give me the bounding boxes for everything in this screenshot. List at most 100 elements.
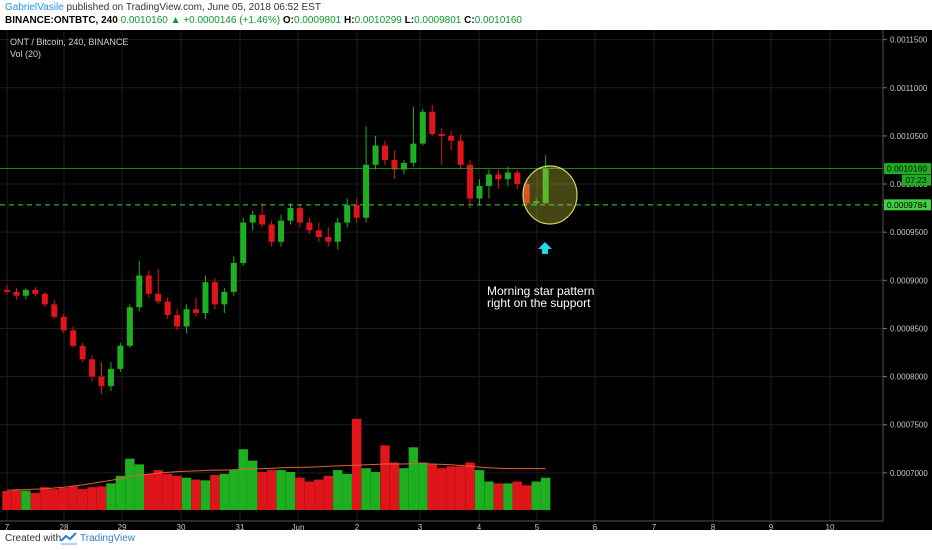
candle-body: [504, 172, 511, 180]
volume-bar: [323, 475, 333, 510]
volume-bar: [512, 481, 522, 510]
time-tick-label: 31: [236, 523, 245, 530]
time-tick-label: 3: [418, 523, 423, 530]
candle-body: [476, 185, 483, 199]
candle-body: [174, 314, 181, 327]
candle-body: [268, 224, 275, 242]
volume-bar: [200, 480, 211, 510]
countdown-label: 07:23: [905, 175, 927, 185]
time-tick-label: 2: [355, 523, 360, 530]
candle: [504, 166, 511, 186]
candle-body: [296, 208, 303, 223]
volume-bar: [125, 458, 135, 510]
candle-body: [249, 214, 256, 223]
volume-bar: [304, 481, 315, 510]
candle: [533, 198, 540, 206]
candle: [174, 309, 181, 331]
candle: [382, 140, 388, 165]
candle-body: [126, 307, 133, 346]
volume-bar: [144, 473, 154, 510]
author-link[interactable]: GabrielVasile: [5, 2, 64, 13]
candle: [164, 297, 171, 319]
candle-body: [60, 316, 67, 331]
volume-bar: [380, 445, 390, 510]
time-tick-label: 8: [711, 523, 716, 530]
volume-bar: [153, 470, 163, 510]
candle-body: [4, 289, 10, 292]
candle: [268, 220, 275, 247]
candle-body: [523, 184, 530, 204]
symbol-label: BINANCE:ONTBTC, 240: [5, 15, 118, 26]
candle: [476, 179, 483, 206]
candle-body: [410, 143, 417, 163]
time-axis: 7 28 29 30 31 Jun 2 3 4 5 6 7 8 9 10: [5, 523, 835, 530]
time-tick-label: Jun: [292, 523, 305, 530]
annotation-line-1: Morning star pattern: [487, 284, 594, 298]
time-tick-label: 7: [652, 523, 657, 530]
current-price-tag: 0.0010160: [884, 163, 931, 175]
candle: [278, 214, 285, 247]
candle-body: [315, 230, 322, 237]
candle: [400, 159, 407, 175]
time-tick-label: 6: [593, 523, 598, 530]
created-with-text: Created with: [5, 533, 62, 544]
volume-bar: [181, 477, 192, 510]
candle: [495, 169, 502, 189]
candle: [344, 198, 351, 228]
volume-bar: [77, 489, 88, 510]
candle-body: [211, 282, 218, 305]
candle-body: [419, 111, 426, 144]
candle: [438, 128, 445, 165]
price-chart[interactable]: Morning star pattern right on the suppor…: [0, 30, 932, 530]
annotation-line-2: right on the support: [487, 296, 591, 310]
candle-body: [325, 236, 332, 242]
volume-bar: [172, 475, 182, 510]
candle-body: [448, 135, 455, 141]
volume-bar: [484, 481, 494, 510]
price-change: ▲ +0.0000146 (+1.46%): [170, 15, 281, 26]
tradingview-brand[interactable]: TradingView: [80, 533, 136, 544]
volume-bar: [455, 466, 466, 510]
volume-bar: [314, 479, 324, 510]
candle: [230, 256, 237, 296]
candle-body: [438, 133, 445, 136]
candle: [287, 203, 294, 225]
candle-body: [145, 275, 152, 294]
candle: [448, 131, 455, 151]
volume-bar: [266, 470, 277, 510]
volume-bar: [87, 487, 97, 510]
volume-bar: [503, 483, 513, 510]
volume-bar: [295, 477, 305, 510]
candle: [60, 314, 67, 334]
volume-bar: [162, 473, 173, 510]
volume-bar: [59, 487, 69, 510]
price-tick-label: 0.0011000: [890, 84, 928, 93]
candle-body: [306, 222, 313, 231]
candle: [419, 108, 426, 146]
candle-body: [107, 368, 114, 387]
time-tick-label: 9: [769, 523, 774, 530]
candle: [22, 288, 29, 300]
current-price-label: 0.0010160: [887, 164, 927, 174]
volume-legend: Vol (20): [10, 49, 41, 59]
volume-bar: [474, 470, 485, 510]
price-tick-label: 0.0009000: [890, 276, 928, 285]
time-tick-label: 4: [477, 523, 482, 530]
candle-body: [32, 289, 39, 294]
close-value: 0.0010160: [474, 15, 522, 26]
publish-text: published on TradingView.com, June 05, 2…: [66, 2, 321, 13]
candle-body: [372, 145, 379, 165]
candle-body: [382, 145, 388, 160]
chart-header: GabrielVasile published on TradingView.c…: [0, 0, 932, 30]
candle: [41, 291, 48, 308]
candle: [155, 268, 162, 305]
volume-bar: [399, 468, 409, 510]
candle-body: [164, 301, 171, 315]
price-tick-label: 0.0009500: [890, 228, 928, 237]
volume-bar: [285, 472, 296, 510]
open-label: O:: [282, 15, 294, 26]
candle-body: [334, 222, 341, 242]
candle: [107, 362, 114, 392]
candle-body: [136, 275, 143, 308]
candle: [429, 105, 436, 136]
